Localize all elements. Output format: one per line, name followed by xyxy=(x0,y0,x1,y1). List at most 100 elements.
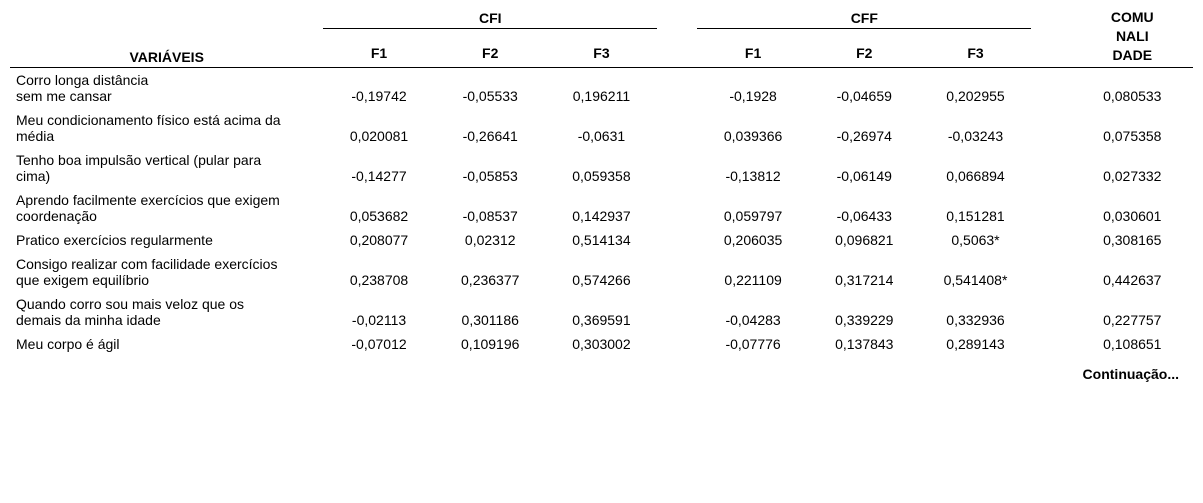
col-header-cff-f2: F2 xyxy=(809,29,920,67)
variable-label-line1: Quando corro sou mais veloz que os xyxy=(10,292,323,312)
table-row: Consigo realizar com facilidade exercíci… xyxy=(10,252,1193,272)
table-row: média0,020081-0,26641-0,0631 0,039366-0,2… xyxy=(10,128,1193,148)
table-row: Pratico exercícios regularmente0,2080770… xyxy=(10,228,1193,252)
variable-label-line2: cima) xyxy=(10,168,323,188)
continuation-label: Continuação... xyxy=(10,356,1193,388)
cell-cfi-f3: 0,059358 xyxy=(546,168,657,188)
variable-label-line2: coordenação xyxy=(10,208,323,228)
cell-comunalidade: 0,308165 xyxy=(1072,228,1193,252)
cell-cff-f3: 0,332936 xyxy=(920,312,1031,332)
cell-cfi-f3: 0,369591 xyxy=(546,312,657,332)
cell-cff-f1: 0,039366 xyxy=(697,128,808,148)
variable-label-line2: sem me cansar xyxy=(10,88,323,108)
table-body: Corro longa distânciasem me cansar-0,197… xyxy=(10,67,1193,356)
comunalidade-line2: NALI xyxy=(1116,28,1149,44)
table-row: Meu condicionamento físico está acima da xyxy=(10,108,1193,128)
variable-label-line2: que exigem equilíbrio xyxy=(10,272,323,292)
cell-cff-f1: -0,13812 xyxy=(697,168,808,188)
variable-label-line2: média xyxy=(10,128,323,148)
variable-label: Meu corpo é ágil xyxy=(10,332,323,356)
cell-cfi-f3: 0,303002 xyxy=(546,332,657,356)
cell-cfi-f1: -0,07012 xyxy=(323,332,434,356)
cell-cfi-f3: 0,196211 xyxy=(546,88,657,108)
cell-cfi-f3: 0,574266 xyxy=(546,272,657,292)
table-header: VARIÁVEIS CFI CFF COMU NALI DADE F1 F2 F… xyxy=(10,4,1193,67)
cell-cfi-f3: -0,0631 xyxy=(546,128,657,148)
cell-cff-f2: 0,137843 xyxy=(809,332,920,356)
cell-cff-f2: 0,096821 xyxy=(809,228,920,252)
table-row: Aprendo facilmente exercícios que exigem xyxy=(10,188,1193,208)
cell-cff-f1: -0,1928 xyxy=(697,88,808,108)
cell-cff-f2: -0,04659 xyxy=(809,88,920,108)
cell-comunalidade: 0,227757 xyxy=(1072,312,1193,332)
table-row: Tenho boa impulsão vertical (pular para xyxy=(10,148,1193,168)
col-group-cfi: CFI xyxy=(323,4,657,29)
cell-cfi-f2: -0,26641 xyxy=(435,128,546,148)
cell-cff-f3: 0,541408* xyxy=(920,272,1031,292)
col-header-cff-f1: F1 xyxy=(697,29,808,67)
table-row: Meu corpo é ágil-0,070120,1091960,303002… xyxy=(10,332,1193,356)
cell-comunalidade: 0,442637 xyxy=(1072,272,1193,292)
col-header-variaveis: VARIÁVEIS xyxy=(10,4,323,67)
comunalidade-line1: COMU xyxy=(1111,9,1154,25)
cell-cfi-f2: -0,08537 xyxy=(435,208,546,228)
cell-cfi-f1: -0,19742 xyxy=(323,88,434,108)
cell-cff-f1: 0,206035 xyxy=(697,228,808,252)
variable-label-line1: Tenho boa impulsão vertical (pular para xyxy=(10,148,323,168)
variable-label: Pratico exercícios regularmente xyxy=(10,228,323,252)
cell-cfi-f1: 0,238708 xyxy=(323,272,434,292)
table-row: Quando corro sou mais veloz que os xyxy=(10,292,1193,312)
col-header-cff-f3: F3 xyxy=(920,29,1031,67)
cell-cfi-f2: 0,109196 xyxy=(435,332,546,356)
factor-table: VARIÁVEIS CFI CFF COMU NALI DADE F1 F2 F… xyxy=(10,4,1193,356)
col-gap-2 xyxy=(1031,4,1071,67)
cell-cff-f3: 0,5063* xyxy=(920,228,1031,252)
variable-label-line2: demais da minha idade xyxy=(10,312,323,332)
cell-cff-f3: 0,289143 xyxy=(920,332,1031,356)
cell-comunalidade: 0,030601 xyxy=(1072,208,1193,228)
cell-cfi-f1: 0,020081 xyxy=(323,128,434,148)
cell-cff-f2: 0,339229 xyxy=(809,312,920,332)
table-row: coordenação0,053682-0,085370,142937 0,059… xyxy=(10,208,1193,228)
variable-label-line1: Consigo realizar com facilidade exercíci… xyxy=(10,252,323,272)
cell-cfi-f3: 0,514134 xyxy=(546,228,657,252)
cell-cff-f1: -0,07776 xyxy=(697,332,808,356)
cell-comunalidade: 0,080533 xyxy=(1072,88,1193,108)
cell-comunalidade: 0,075358 xyxy=(1072,128,1193,148)
cell-cff-f2: -0,06149 xyxy=(809,168,920,188)
variable-label-line1: Corro longa distância xyxy=(10,67,323,88)
cell-cfi-f2: 0,236377 xyxy=(435,272,546,292)
cell-cff-f1: 0,221109 xyxy=(697,272,808,292)
col-header-cfi-f2: F2 xyxy=(435,29,546,67)
cell-cff-f2: -0,06433 xyxy=(809,208,920,228)
cell-cff-f2: -0,26974 xyxy=(809,128,920,148)
cell-cfi-f3: 0,142937 xyxy=(546,208,657,228)
cell-cfi-f2: -0,05853 xyxy=(435,168,546,188)
table-row: cima)-0,14277-0,058530,059358 -0,13812-0,… xyxy=(10,168,1193,188)
col-gap-1 xyxy=(657,4,697,67)
cell-comunalidade: 0,108651 xyxy=(1072,332,1193,356)
cell-cff-f3: 0,202955 xyxy=(920,88,1031,108)
table-row: demais da minha idade-0,021130,3011860,3… xyxy=(10,312,1193,332)
comunalidade-line3: DADE xyxy=(1112,47,1152,63)
cell-cff-f1: -0,04283 xyxy=(697,312,808,332)
cell-cfi-f2: 0,301186 xyxy=(435,312,546,332)
table-row: Corro longa distância xyxy=(10,67,1193,88)
col-header-cfi-f1: F1 xyxy=(323,29,434,67)
cell-cfi-f1: 0,053682 xyxy=(323,208,434,228)
cell-cfi-f1: -0,02113 xyxy=(323,312,434,332)
cell-cfi-f2: 0,02312 xyxy=(435,228,546,252)
col-header-comunalidade: COMU NALI DADE xyxy=(1072,4,1193,67)
variable-label-line1: Aprendo facilmente exercícios que exigem xyxy=(10,188,323,208)
table-row: que exigem equilíbrio0,2387080,2363770,5… xyxy=(10,272,1193,292)
factor-table-container: VARIÁVEIS CFI CFF COMU NALI DADE F1 F2 F… xyxy=(0,0,1203,388)
col-group-cff: CFF xyxy=(697,4,1031,29)
cell-cfi-f2: -0,05533 xyxy=(435,88,546,108)
cell-cff-f3: -0,03243 xyxy=(920,128,1031,148)
col-header-cfi-f3: F3 xyxy=(546,29,657,67)
cell-cff-f3: 0,066894 xyxy=(920,168,1031,188)
cell-cff-f2: 0,317214 xyxy=(809,272,920,292)
cell-cfi-f1: -0,14277 xyxy=(323,168,434,188)
table-row: sem me cansar-0,19742-0,055330,196211 -0,… xyxy=(10,88,1193,108)
cell-cff-f1: 0,059797 xyxy=(697,208,808,228)
